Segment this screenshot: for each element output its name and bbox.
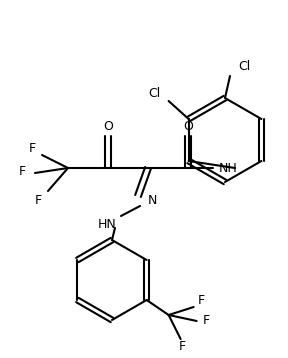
Text: NH: NH: [219, 161, 238, 174]
Text: Cl: Cl: [149, 87, 161, 100]
Text: N: N: [147, 194, 157, 207]
Text: O: O: [183, 120, 193, 132]
Text: F: F: [203, 314, 210, 328]
Text: F: F: [29, 141, 35, 155]
Text: Cl: Cl: [238, 59, 250, 73]
Text: F: F: [198, 295, 205, 308]
Text: F: F: [18, 164, 26, 178]
Text: O: O: [103, 120, 113, 132]
Text: F: F: [179, 340, 186, 353]
Text: HN: HN: [98, 218, 116, 231]
Text: F: F: [35, 194, 41, 207]
